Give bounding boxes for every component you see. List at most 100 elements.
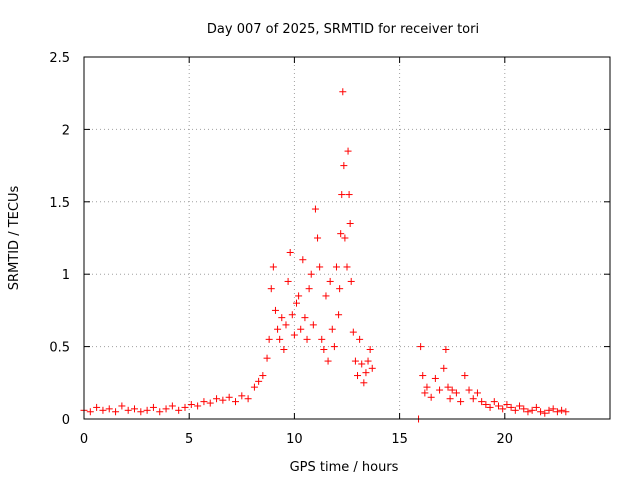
- data-point: [440, 364, 448, 372]
- data-point: [149, 403, 157, 411]
- data-point: [305, 285, 313, 293]
- data-point: [112, 408, 120, 416]
- data-point: [558, 406, 566, 414]
- data-point: [332, 263, 340, 271]
- data-point: [219, 396, 227, 404]
- data-point: [297, 325, 305, 333]
- data-point: [168, 402, 176, 410]
- data-point: [499, 405, 507, 413]
- data-point: [99, 406, 107, 414]
- y-axis-label: SRMTID / TECUs: [7, 186, 22, 291]
- data-point: [346, 220, 354, 228]
- x-axis-label: GPS time / hours: [290, 460, 399, 475]
- data-point: [345, 191, 353, 199]
- data-point: [431, 374, 439, 382]
- data-point: [265, 335, 273, 343]
- data-point: [269, 263, 277, 271]
- data-point: [340, 162, 348, 170]
- data-point: [486, 403, 494, 411]
- data-point: [344, 147, 352, 155]
- data-point: [328, 325, 336, 333]
- data-point: [351, 357, 359, 365]
- data-point: [200, 398, 208, 406]
- data-point: [442, 345, 450, 353]
- data-point: [316, 263, 324, 271]
- data-point: [225, 393, 233, 401]
- y-tick-label: 1.5: [49, 196, 70, 211]
- data-point: [162, 405, 170, 413]
- plot-frame: [83, 56, 611, 420]
- data-point: [318, 335, 326, 343]
- data-point: [553, 408, 561, 416]
- data-point: [187, 401, 195, 409]
- data-point: [469, 395, 477, 403]
- data-point: [362, 369, 370, 377]
- data-point: [427, 393, 435, 401]
- data-point: [118, 402, 126, 410]
- data-point: [335, 311, 343, 319]
- grid-layer: [84, 57, 610, 419]
- data-point: [263, 354, 271, 362]
- data-point: [494, 402, 502, 410]
- data-point: [473, 389, 481, 397]
- data-point: [364, 357, 372, 365]
- data-point: [267, 285, 275, 293]
- x-tick-label: 15: [391, 432, 408, 447]
- data-point: [124, 406, 132, 414]
- data-point: [181, 403, 189, 411]
- y-tick-label: 0.5: [49, 341, 70, 356]
- data-point: [503, 401, 511, 409]
- data-point: [307, 270, 315, 278]
- data-point: [452, 389, 460, 397]
- data-point: [511, 406, 519, 414]
- data-point: [299, 256, 307, 264]
- data-point: [244, 395, 252, 403]
- data-point: [545, 406, 553, 414]
- data-point: [366, 345, 374, 353]
- data-point: [278, 314, 286, 322]
- data-point: [360, 379, 368, 387]
- data-point: [421, 389, 429, 397]
- data-point: [330, 343, 338, 351]
- data-point: [482, 401, 490, 409]
- x-tick-label: 10: [286, 432, 303, 447]
- data-point: [86, 408, 94, 416]
- data-point: [284, 277, 292, 285]
- data-point: [465, 386, 473, 394]
- data-point: [309, 321, 317, 329]
- data-point: [238, 392, 246, 400]
- data-point: [280, 345, 288, 353]
- data-point: [105, 405, 113, 413]
- data-point: [156, 408, 164, 416]
- data-point: [341, 234, 349, 242]
- data-point: [417, 343, 425, 351]
- data-point: [356, 335, 364, 343]
- data-point: [541, 409, 549, 417]
- y-tick-label: 0: [62, 413, 70, 428]
- data-point: [516, 402, 524, 410]
- data-point: [255, 377, 263, 385]
- data-point: [562, 408, 570, 416]
- chart-title: Day 007 of 2025, SRMTID for receiver tor…: [207, 22, 479, 37]
- data-point: [461, 372, 469, 380]
- data-point: [338, 191, 346, 199]
- data-point: [206, 399, 214, 407]
- data-point: [532, 403, 540, 411]
- data-point: [250, 383, 258, 391]
- data-point: [314, 234, 322, 242]
- data-point: [175, 406, 183, 414]
- data-point: [336, 285, 344, 293]
- data-point: [448, 386, 456, 394]
- x-tick-label: 0: [80, 432, 88, 447]
- data-point: [354, 372, 362, 380]
- data-point: [286, 248, 294, 256]
- data-point: [549, 405, 557, 413]
- data-point: [524, 408, 532, 416]
- y-tick-label: 1: [62, 268, 70, 283]
- data-point: [322, 292, 330, 300]
- data-point: [194, 402, 202, 410]
- data-point: [213, 395, 221, 403]
- data-point: [274, 325, 282, 333]
- data-point: [295, 292, 303, 300]
- data-point: [290, 331, 298, 339]
